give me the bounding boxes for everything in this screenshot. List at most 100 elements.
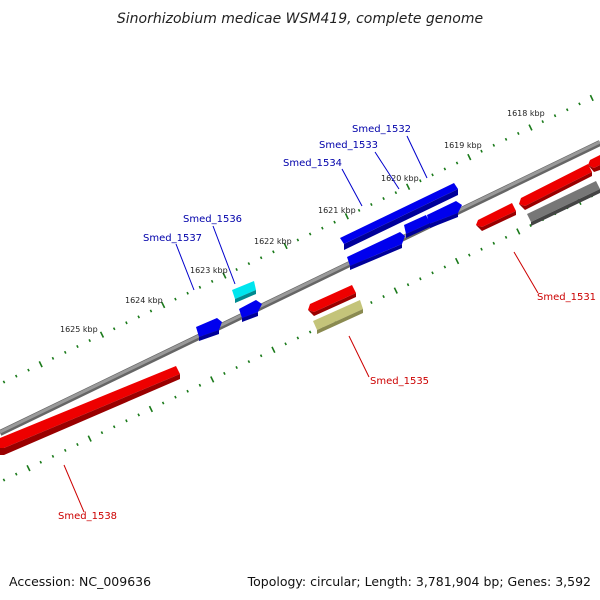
gene-smed-1538[interactable]	[0, 366, 180, 455]
gene-smed-1530[interactable]	[588, 155, 600, 172]
tick-mark	[161, 301, 166, 309]
tick-mark	[63, 448, 67, 452]
label-smed-1532[interactable]: Smed_1532	[352, 124, 411, 135]
tick-mark	[467, 153, 472, 161]
gene-gray[interactable]	[527, 181, 600, 226]
tick-mark	[589, 94, 594, 102]
tick-mark	[382, 197, 385, 201]
kbp-label-1619: 1619 kbp	[444, 141, 482, 150]
tick-mark	[2, 380, 6, 384]
leader-lines-bottom	[63, 251, 539, 513]
tick-mark	[149, 309, 153, 313]
gene-smed-1536[interactable]	[232, 281, 256, 303]
tick-mark	[174, 395, 177, 399]
tick-mark	[14, 472, 18, 476]
tick-mark	[27, 368, 30, 372]
tick-mark	[406, 283, 410, 287]
tick-mark	[210, 376, 215, 383]
tick-mark	[125, 419, 128, 423]
tick-mark	[51, 454, 55, 458]
tick-mark	[137, 315, 141, 319]
tick-mark	[76, 344, 79, 349]
gene-smed-1532[interactable]	[340, 183, 458, 250]
inner-tick-track	[2, 194, 594, 482]
tick-mark	[2, 478, 6, 482]
tick-mark	[516, 228, 521, 235]
gene-smed-1535b[interactable]	[313, 300, 363, 334]
tick-mark	[357, 208, 361, 212]
tick-mark	[284, 342, 287, 346]
label-smed-1535[interactable]: Smed_1535	[370, 376, 429, 387]
tick-mark	[443, 265, 447, 269]
tick-mark	[504, 235, 508, 239]
kbp-label-1618: 1618 kbp	[507, 109, 545, 118]
tick-mark	[419, 277, 422, 281]
gene-smed-1531b[interactable]	[519, 164, 592, 210]
label-smed-1537[interactable]: Smed_1537	[143, 233, 202, 244]
kbp-label-1623: 1623 kbp	[190, 266, 228, 275]
tick-mark	[26, 464, 31, 472]
gene-smed-1536b[interactable]	[239, 300, 262, 322]
tick-mark	[39, 460, 43, 464]
tick-mark	[223, 371, 226, 375]
gene-smed-1533[interactable]	[427, 201, 462, 228]
tick-mark	[112, 425, 116, 429]
tick-mark	[51, 356, 55, 360]
label-smed-1531[interactable]: Smed_1531	[537, 292, 596, 303]
tick-mark	[137, 413, 141, 417]
tick-mark	[235, 268, 238, 272]
tick-mark	[333, 220, 336, 224]
tick-mark	[578, 102, 581, 106]
tick-mark	[198, 285, 202, 289]
gene-smed-1533b[interactable]	[404, 215, 430, 238]
tick-mark	[480, 247, 483, 251]
accession-text: Accession: NC_009636	[9, 574, 151, 589]
tick-mark	[87, 435, 92, 442]
tick-mark	[480, 149, 483, 153]
outer-tick-track	[2, 94, 594, 384]
gene-smed-1535[interactable]	[308, 285, 356, 316]
tick-mark	[553, 114, 557, 118]
genome-backbone	[0, 140, 600, 436]
tick-mark	[492, 143, 496, 147]
tick-mark	[112, 327, 116, 331]
tick-mark	[431, 271, 434, 275]
label-smed-1533[interactable]: Smed_1533	[319, 140, 378, 151]
kbp-label-1621: 1621 kbp	[318, 206, 356, 215]
tick-mark	[38, 361, 43, 368]
tick-mark	[308, 232, 312, 236]
tick-mark	[382, 295, 385, 299]
tick-mark	[198, 383, 202, 387]
tick-mark	[308, 330, 312, 334]
kbp-label-1625: 1625 kbp	[60, 325, 98, 334]
tick-mark	[504, 137, 508, 141]
label-smed-1534[interactable]: Smed_1534	[283, 158, 342, 169]
tick-mark	[393, 287, 398, 294]
gene-smed-1534[interactable]	[347, 232, 405, 270]
tick-mark	[186, 389, 189, 393]
tick-mark	[99, 331, 105, 338]
tick-mark	[235, 366, 238, 370]
tick-mark	[565, 108, 569, 112]
tick-mark	[529, 224, 532, 228]
tick-mark	[63, 350, 67, 354]
tick-mark	[370, 202, 373, 206]
gene-smed-1537[interactable]	[196, 318, 222, 341]
tick-mark	[528, 124, 533, 131]
leader-lines-top	[175, 135, 428, 291]
tick-mark	[321, 226, 324, 230]
genome-summary-text: Topology: circular; Length: 3,781,904 bp…	[247, 574, 591, 589]
tick-mark	[296, 336, 300, 340]
tick-mark	[419, 179, 422, 183]
label-smed-1536[interactable]: Smed_1536	[183, 214, 242, 225]
tick-mark	[247, 360, 251, 364]
tick-mark	[467, 253, 471, 257]
tick-mark	[186, 291, 189, 295]
tick-mark	[405, 183, 411, 190]
tick-mark	[14, 374, 18, 378]
tick-mark	[161, 401, 165, 405]
map-title: Sinorhizobium medicae WSM419, complete g…	[117, 11, 483, 27]
gene-smed-1531[interactable]	[476, 203, 516, 231]
label-smed-1538[interactable]: Smed_1538	[58, 511, 117, 522]
